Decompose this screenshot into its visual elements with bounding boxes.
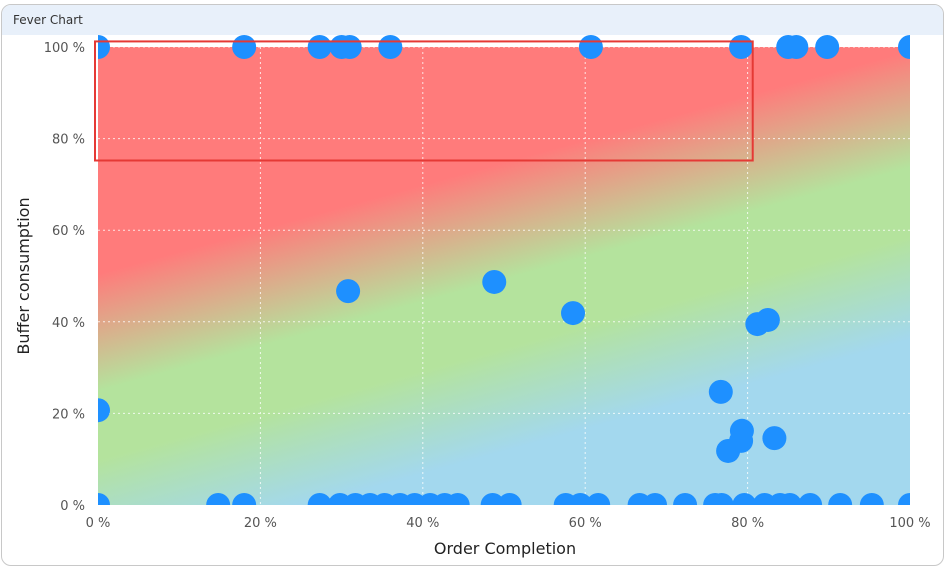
data-point [336, 279, 361, 304]
data-point [307, 493, 332, 505]
data-point [828, 493, 853, 505]
data-point [859, 493, 884, 505]
panel-title: Fever Chart [2, 5, 943, 35]
x-tick-label: 20 % [244, 516, 277, 531]
data-point [729, 35, 754, 59]
data-point [732, 493, 757, 505]
data-point [561, 301, 586, 326]
data-point [898, 35, 910, 59]
data-point [898, 493, 910, 505]
data-point [98, 398, 110, 423]
data-point [673, 493, 698, 505]
data-point [586, 493, 611, 505]
y-tick-label: 20 % [52, 407, 85, 422]
x-tick-label: 100 % [889, 516, 930, 531]
data-point [98, 35, 110, 59]
data-point [815, 35, 840, 59]
data-point [784, 35, 809, 59]
x-tick-label: 80 % [731, 516, 764, 531]
data-point [762, 426, 787, 451]
data-point [482, 269, 507, 294]
data-point [232, 35, 257, 59]
x-tick-label: 0 % [86, 516, 111, 531]
y-tick-label: 100 % [44, 41, 85, 56]
data-point [709, 493, 734, 505]
data-point [307, 35, 332, 59]
data-point [729, 418, 754, 443]
y-tick-label: 60 % [52, 224, 85, 239]
data-point [497, 493, 522, 505]
data-point [798, 493, 823, 505]
data-point [232, 493, 257, 505]
data-point [708, 379, 733, 404]
y-tick-label: 80 % [52, 133, 85, 148]
x-tick-label: 40 % [406, 516, 439, 531]
data-point [578, 35, 603, 59]
x-axis-label: Order Completion [434, 539, 576, 558]
data-point [643, 493, 668, 505]
y-axis-label: Buffer consumption [14, 197, 33, 354]
data-point [98, 493, 110, 505]
highlight-box [94, 40, 754, 162]
data-point [568, 493, 593, 505]
data-point [755, 307, 780, 332]
data-point [206, 493, 231, 505]
data-point [378, 35, 403, 59]
y-tick-label: 0 % [60, 499, 85, 514]
data-point [777, 493, 802, 505]
data-point [337, 35, 362, 59]
data-point [445, 493, 470, 505]
y-tick-label: 40 % [52, 316, 85, 331]
x-tick-label: 60 % [569, 516, 602, 531]
